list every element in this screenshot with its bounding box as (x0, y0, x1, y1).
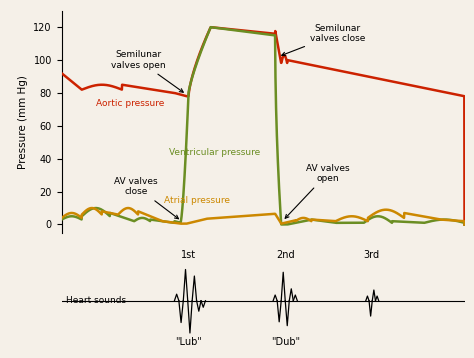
Text: Atrial pressure: Atrial pressure (164, 196, 229, 205)
Text: "Dub": "Dub" (271, 337, 300, 347)
Text: 3rd: 3rd (364, 250, 380, 260)
Text: Aortic pressure: Aortic pressure (96, 99, 164, 108)
Text: AV valves
open: AV valves open (285, 164, 349, 218)
Text: Semilunar
valves close: Semilunar valves close (282, 24, 365, 56)
Text: 1st: 1st (181, 250, 196, 260)
Text: 2nd: 2nd (276, 250, 294, 260)
Y-axis label: Pressure (mm Hg): Pressure (mm Hg) (18, 75, 28, 169)
Text: Ventricular pressure: Ventricular pressure (169, 149, 260, 158)
Text: "Lub": "Lub" (175, 337, 202, 347)
Text: Semilunar
valves open: Semilunar valves open (111, 50, 183, 92)
Text: Heart sounds: Heart sounds (65, 296, 126, 305)
Text: AV valves
close: AV valves close (114, 177, 179, 219)
